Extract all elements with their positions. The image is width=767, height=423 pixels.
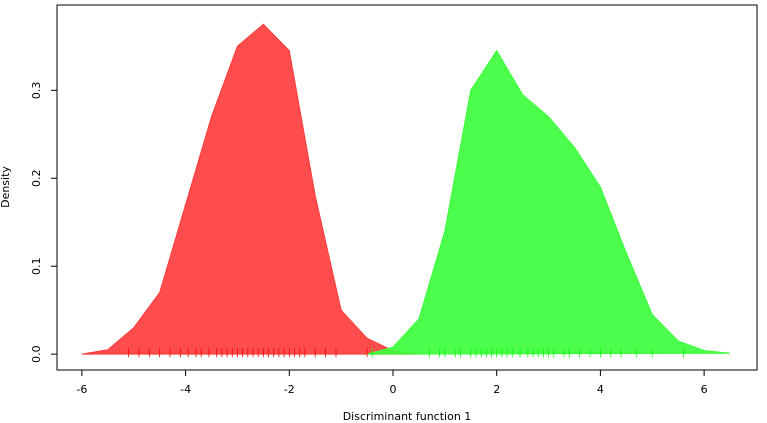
density-area	[81, 23, 419, 355]
x-tick-label: 4	[597, 383, 604, 396]
y-tick-label: 0.1	[30, 257, 43, 275]
x-tick-label: 6	[701, 383, 708, 396]
y-tick-label: 0.0	[30, 345, 43, 363]
y-tick-label: 0.2	[30, 170, 43, 188]
x-axis-label: Discriminant function 1	[343, 410, 472, 423]
x-tick-label: -2	[284, 383, 295, 396]
y-tick-label: 0.3	[30, 82, 43, 100]
x-tick-label: -6	[76, 383, 87, 396]
x-tick-label: 0	[390, 383, 397, 396]
x-tick-label: 2	[493, 383, 500, 396]
y-axis-label: Density	[0, 166, 12, 208]
x-tick-label: -4	[180, 383, 191, 396]
plot-frame	[56, 4, 758, 371]
density-area	[366, 49, 731, 355]
